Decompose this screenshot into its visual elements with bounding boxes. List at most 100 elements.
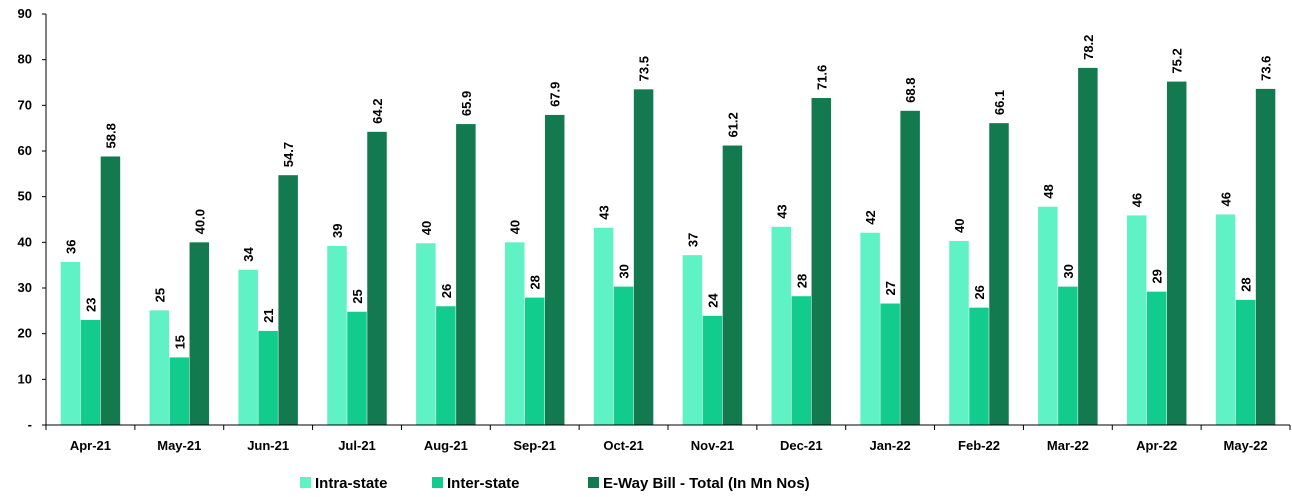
- x-tick-label: Sep-21: [513, 438, 556, 453]
- data-label: 30: [617, 264, 632, 278]
- bar: [682, 255, 703, 425]
- data-label: 48: [1041, 184, 1056, 198]
- bar: [722, 145, 743, 425]
- bar: [1058, 286, 1078, 425]
- data-label: 43: [774, 204, 789, 218]
- data-label: 73.5: [637, 56, 652, 81]
- data-label: 42: [863, 210, 878, 224]
- bar: [544, 114, 565, 425]
- y-tick-label: 40: [18, 234, 32, 249]
- bar: [949, 240, 969, 425]
- bar: [189, 242, 210, 425]
- legend-swatch: [300, 477, 311, 488]
- y-tick-label: 90: [18, 6, 32, 21]
- bar: [367, 131, 387, 425]
- x-tick-label: Aug-21: [424, 438, 468, 453]
- x-tick-label: Jul-21: [338, 438, 376, 453]
- data-label: 24: [705, 293, 720, 308]
- data-label: 40: [508, 220, 523, 234]
- bar: [60, 261, 81, 425]
- bar: [80, 319, 101, 425]
- x-tick-label: May-22: [1224, 438, 1268, 453]
- bar: [1078, 67, 1098, 426]
- x-tick-label: Apr-21: [70, 438, 111, 453]
- data-label: 30: [1061, 264, 1076, 278]
- bar: [258, 330, 278, 425]
- data-label: 29: [1150, 269, 1165, 283]
- data-label: 68.8: [903, 78, 918, 103]
- y-tick-label: 20: [18, 326, 32, 341]
- bar: [1215, 214, 1236, 425]
- legend: Intra-state Inter-state E-Way Bill - Total…: [300, 475, 810, 492]
- bar: [327, 245, 347, 425]
- bar: [1255, 88, 1276, 425]
- y-tick-label: 10: [18, 371, 32, 386]
- bar: [278, 175, 298, 425]
- bar: [100, 156, 121, 426]
- data-label: 46: [1130, 193, 1145, 207]
- x-tick-label: Feb-22: [958, 438, 1000, 453]
- data-label: 71.6: [814, 65, 829, 90]
- bar: [969, 307, 989, 425]
- data-label: 39: [330, 224, 345, 238]
- bar: [771, 226, 792, 425]
- x-tick-label: Jan-22: [870, 438, 911, 453]
- bar: [1126, 215, 1147, 425]
- data-label: 28: [528, 275, 543, 289]
- data-label: 27: [883, 281, 898, 295]
- y-tick-label: 60: [18, 143, 32, 158]
- data-label: 78.2: [1081, 35, 1096, 60]
- y-tick-label: 70: [18, 97, 32, 112]
- bars: 36 23 58.8 25 15 40.0 34 21 54.7 39 25 64.2 40 26 65.9…: [60, 35, 1276, 426]
- data-label: 40.0: [192, 209, 207, 234]
- data-label: 58.8: [103, 123, 118, 148]
- x-tick-label: Oct-21: [603, 438, 643, 453]
- bar: [613, 286, 634, 425]
- bar: [702, 315, 723, 425]
- data-label: 28: [794, 274, 809, 288]
- bar: [347, 311, 367, 425]
- data-label: 34: [241, 247, 256, 262]
- bar: [1235, 299, 1256, 425]
- bar: [1146, 291, 1167, 425]
- x-axis: Apr-21 May-21 Jun-21 Jul-21 Aug-21 Sep-21 Oct-…: [45, 424, 1291, 453]
- x-tick-label: Dec-21: [780, 438, 823, 453]
- bar: [860, 232, 880, 425]
- data-label: 64.2: [370, 99, 385, 124]
- data-label: 40: [419, 221, 434, 235]
- data-label: 65.9: [459, 91, 474, 116]
- data-label: 36: [63, 240, 78, 254]
- bar: [149, 310, 170, 425]
- x-tick-label: Jun-21: [247, 438, 289, 453]
- bar: [504, 242, 525, 425]
- bar: [633, 89, 654, 425]
- bar: [416, 243, 436, 425]
- y-axis: - 10 20 30 40 50 60 70 80 90: [18, 6, 47, 432]
- data-label: 54.7: [281, 142, 296, 167]
- data-label: 67.9: [548, 82, 563, 107]
- legend-label: Inter-state: [447, 475, 520, 492]
- data-label: 25: [152, 288, 167, 302]
- x-tick-label: Mar-22: [1047, 438, 1089, 453]
- x-tick-label: Apr-22: [1136, 438, 1177, 453]
- bar: [524, 297, 545, 425]
- bar: [1038, 206, 1058, 425]
- bar: [989, 123, 1009, 425]
- data-label: 40: [952, 218, 967, 232]
- y-tick-label: 50: [18, 189, 32, 204]
- bar: [456, 124, 476, 425]
- data-label: 21: [261, 308, 276, 322]
- data-label: 23: [83, 297, 98, 311]
- bar: [880, 303, 900, 425]
- bar: [436, 306, 456, 425]
- data-label: 15: [172, 335, 187, 349]
- bar: [791, 296, 812, 425]
- data-label: 26: [972, 285, 987, 299]
- bar: [1166, 81, 1187, 425]
- bar: [811, 98, 832, 425]
- y-tick-label: 30: [18, 280, 32, 295]
- data-label: 37: [685, 233, 700, 247]
- data-label: 61.2: [725, 112, 740, 137]
- legend-swatch: [588, 477, 599, 488]
